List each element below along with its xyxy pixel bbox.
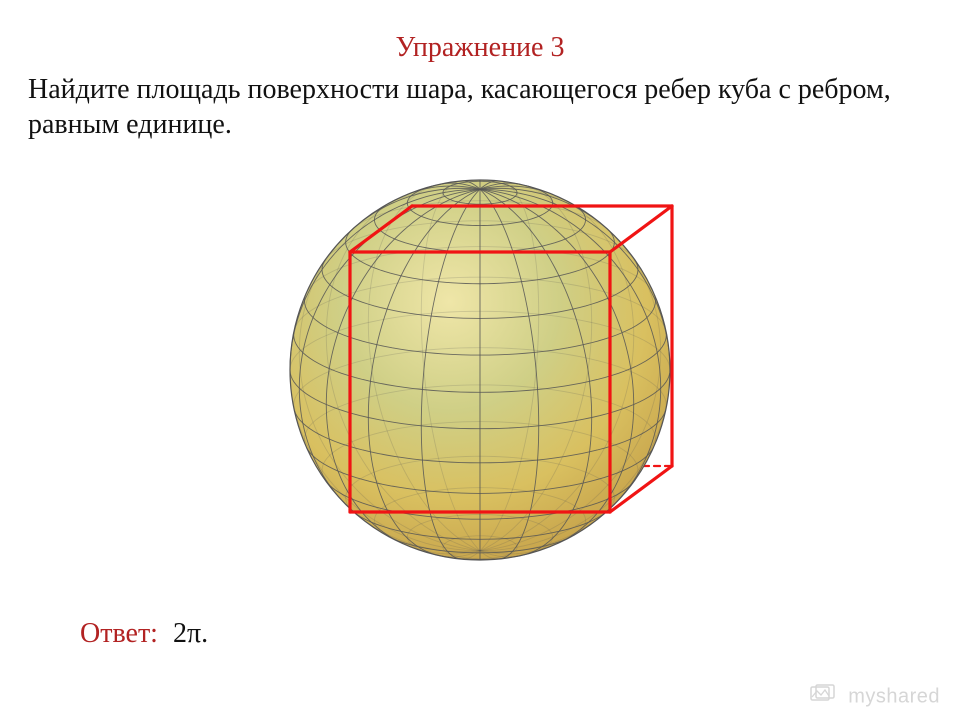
answer-value: 2π. <box>173 618 208 649</box>
problem-statement: Найдите площадь поверхности шара, касающ… <box>28 72 932 142</box>
figure-container <box>0 160 960 585</box>
exercise-title: Упражнение 3 <box>0 32 960 64</box>
answer-row: Ответ: 2π. <box>80 618 208 650</box>
watermark-text: myshared <box>848 685 940 707</box>
problem-text: Найдите площадь поверхности шара, касающ… <box>28 74 891 140</box>
watermark-icon <box>810 684 836 710</box>
title-text: Упражнение 3 <box>396 32 565 63</box>
watermark: myshared <box>810 684 940 710</box>
sphere-cube-diagram <box>250 160 710 580</box>
answer-label: Ответ: <box>80 618 158 649</box>
